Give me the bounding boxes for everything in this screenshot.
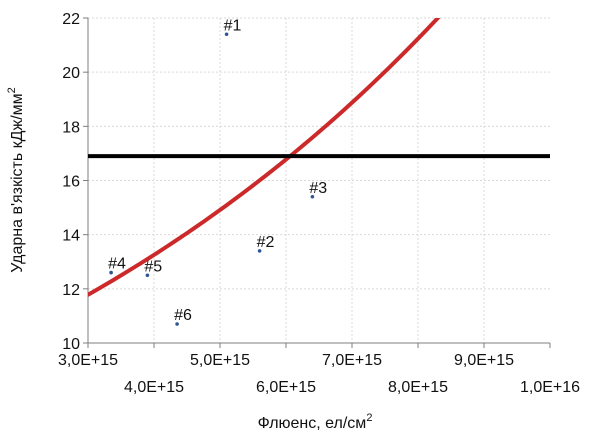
y-tick-label: 14 (62, 228, 80, 245)
x-tick-label: 4,0E+15 (124, 379, 184, 396)
data-point-label: #1 (224, 17, 242, 34)
data-point-label: #5 (144, 258, 162, 275)
y-tick-label: 22 (62, 11, 80, 28)
y-axis-title: Ударна в'язкість кДж/мм2 (6, 87, 26, 273)
x-tick-label: 7,0E+15 (322, 352, 382, 369)
x-tick-labels: 3,0E+15 4,0E+15 5,0E+15 6,0E+15 7,0E+15 8,0E+… (58, 352, 580, 396)
y-tick-label: 12 (62, 282, 80, 299)
trend-layer (88, 18, 441, 297)
data-point (224, 32, 229, 37)
x-tick-label: 1,0E+16 (520, 379, 580, 396)
y-tick-label: 20 (62, 65, 80, 82)
data-point (175, 322, 179, 326)
data-point (310, 194, 315, 199)
x-tick-label: 6,0E+15 (256, 379, 316, 396)
data-point-label: #4 (108, 256, 126, 273)
data-point (109, 270, 113, 275)
y-tick-label: 10 (62, 336, 80, 353)
data-point-label: #2 (257, 234, 275, 251)
x-tick-label: 8,0E+15 (388, 379, 448, 396)
data-point-label: #3 (309, 180, 327, 197)
x-tick-label: 9,0E+15 (454, 352, 514, 369)
data-point (257, 249, 262, 253)
y-tick-label: 16 (62, 174, 80, 191)
grid-lines (88, 17, 550, 343)
y-tick-label: 18 (62, 119, 80, 136)
trend-curve (88, 18, 441, 297)
x-axis-title: Флюенс, ел/см2 (258, 412, 373, 432)
x-tick-label: 3,0E+15 (58, 352, 118, 369)
axes (83, 17, 551, 348)
data-point (145, 273, 150, 278)
x-tick-label: 5,0E+15 (190, 352, 250, 369)
data-point-label: #6 (174, 307, 192, 324)
data-points: #1 #2 #3 #4 #5 #6 (108, 17, 327, 326)
y-tick-labels: 10 12 14 16 18 20 22 (62, 11, 80, 353)
